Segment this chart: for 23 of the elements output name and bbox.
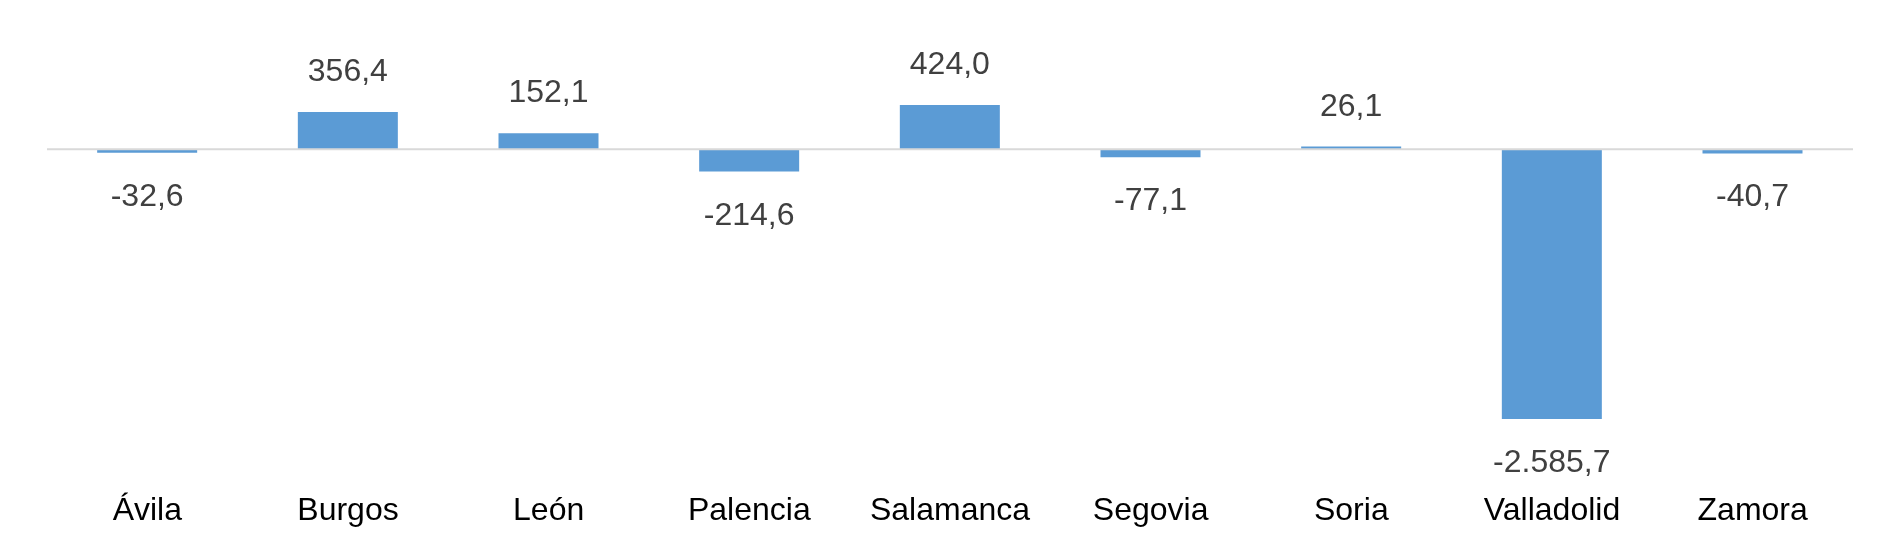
data-label: -77,1	[1114, 181, 1187, 218]
bar	[899, 105, 1000, 150]
x-tick-label: Burgos	[297, 490, 399, 527]
x-tick-label: León	[513, 490, 585, 527]
bar	[297, 112, 398, 150]
bar	[699, 149, 800, 172]
bar	[498, 133, 599, 150]
data-label: -2.585,7	[1493, 443, 1611, 479]
data-label: 356,4	[307, 52, 388, 89]
data-label: 424,0	[909, 45, 990, 81]
data-label: 152,1	[508, 73, 589, 110]
x-tick-label: Palencia	[687, 490, 811, 527]
x-tick-label: Soria	[1313, 490, 1389, 527]
x-tick-label: Zamora	[1697, 490, 1808, 527]
x-tick-label: Ávila	[112, 490, 183, 527]
data-label: -32,6	[110, 176, 184, 213]
data-label: -40,7	[1716, 177, 1789, 214]
x-tick-label: Segovia	[1092, 490, 1209, 527]
x-tick-label: Valladolid	[1483, 490, 1621, 527]
bar	[1501, 149, 1602, 419]
data-label: -214,6	[703, 195, 795, 232]
data-label: 26,1	[1320, 86, 1383, 123]
x-tick-label: Salamanca	[869, 490, 1031, 527]
